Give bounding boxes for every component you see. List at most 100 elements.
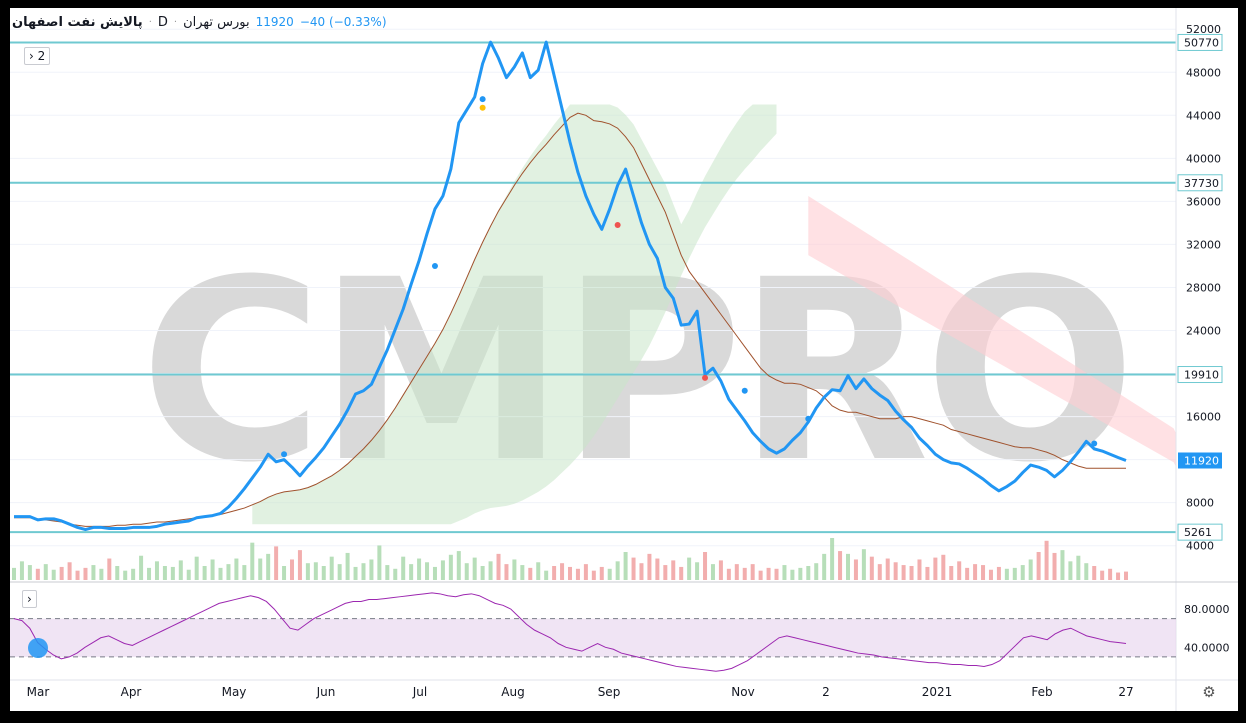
volume-bar	[814, 563, 819, 580]
volume-bar	[361, 563, 366, 580]
rsi-axis-label: 40.0000	[1184, 641, 1230, 654]
volume-bar	[1092, 566, 1097, 580]
cloud-icon	[28, 638, 48, 658]
volume-bar	[178, 560, 183, 580]
volume-bar	[607, 568, 612, 580]
level-price-tag	[1177, 523, 1223, 541]
volume-bar	[385, 565, 390, 580]
settings-gear-icon[interactable]: ⚙	[1202, 683, 1216, 701]
chevron-right-icon: ›	[29, 49, 34, 63]
rsi-collapse-button[interactable]: ›	[22, 590, 37, 608]
volume-bar	[798, 567, 803, 580]
level-price-tag	[1177, 33, 1223, 51]
volume-bar	[488, 561, 493, 580]
volume-bar	[417, 558, 422, 580]
volume-bar	[210, 559, 215, 580]
signal-marker	[741, 387, 748, 394]
signal-marker	[431, 262, 438, 269]
volume-bar	[742, 567, 747, 580]
time-axis-label: 2	[822, 685, 830, 699]
volume-bar	[901, 565, 906, 580]
volume-bar	[822, 553, 827, 580]
indicators-collapse-button[interactable]: › 2	[24, 47, 51, 65]
volume-bar	[1116, 572, 1121, 580]
volume-bar	[282, 566, 287, 580]
volume-bar	[170, 566, 175, 580]
volume-bar	[726, 568, 731, 580]
volume-bar	[552, 566, 557, 580]
level-price-tag-text: 50770	[1184, 36, 1219, 49]
volume-bar	[917, 559, 922, 580]
volume-bar	[941, 554, 946, 580]
symbol-legend[interactable]: پالایش نفت اصفهان · D · بورس تهران 11920…	[12, 12, 387, 32]
volume-bar	[440, 560, 445, 580]
volume-bar	[353, 566, 358, 580]
last-price-tag	[1178, 452, 1222, 469]
time-axis-label: Feb	[1031, 685, 1052, 699]
volume-bar	[949, 566, 954, 580]
volume-bar	[456, 551, 461, 580]
volume-bar	[687, 557, 692, 580]
volume-bar	[965, 567, 970, 580]
time-axis-label: 2021	[922, 685, 953, 699]
time-axis[interactable]: Mar Apr May Jun Jul Aug Sep Nov 2 2021 Feb 27	[27, 685, 1134, 699]
volume-bar	[544, 570, 549, 580]
last-price: 11920	[255, 15, 294, 29]
volume-bar	[12, 567, 16, 580]
symbol-name[interactable]: پالایش نفت اصفهان	[12, 14, 143, 30]
volume-bar	[266, 553, 271, 580]
volume-bar	[1124, 571, 1128, 580]
price-axis-label: 32000	[1186, 238, 1221, 251]
volume-bar	[957, 561, 962, 580]
volume-bar	[107, 558, 112, 580]
volume-bar	[321, 566, 326, 580]
volume-bar	[734, 564, 739, 580]
time-axis-label: Nov	[731, 685, 754, 699]
price-axis-label: 48000	[1186, 66, 1221, 79]
rsi-axis[interactable]: 40.0000 80.0000	[1184, 603, 1230, 654]
volume-bar	[345, 552, 350, 580]
price-axis-label: 28000	[1186, 281, 1221, 294]
volume-bar	[496, 553, 501, 580]
price-axis-tags: 50770 37730 19910 5261 11920	[1177, 33, 1223, 541]
volume-bar	[504, 564, 509, 580]
price-axis-label: 4000	[1186, 540, 1214, 553]
volume-bar	[615, 561, 620, 580]
volume-bar	[337, 564, 342, 580]
level-price-tag	[1177, 174, 1223, 192]
time-axis-label: Jun	[316, 685, 336, 699]
volume-bar	[67, 562, 72, 580]
signal-marker	[702, 374, 709, 381]
volume-bar	[305, 563, 310, 580]
volume-bar	[290, 559, 294, 580]
volume-bar	[480, 566, 485, 580]
volume-bar	[409, 564, 414, 580]
horizontal-levels[interactable]	[10, 41, 1176, 534]
volume-bar	[401, 556, 406, 580]
volume-bar	[242, 565, 247, 580]
volume-bar	[75, 570, 80, 580]
volume-bar	[528, 567, 533, 580]
volume-bar	[631, 557, 636, 580]
volume-bar	[1004, 568, 1009, 580]
volume-bar	[782, 565, 787, 580]
volume-bar	[139, 555, 144, 580]
volume-bar	[766, 567, 771, 580]
rsi-band	[10, 618, 1176, 657]
volume-bar	[59, 566, 64, 580]
rsi-axis-label: 80.0000	[1184, 603, 1230, 616]
volume-bar	[1012, 567, 1017, 580]
timeframe-label[interactable]: D	[157, 14, 168, 30]
time-axis-label: 27	[1118, 685, 1133, 699]
volume-bar	[329, 556, 334, 580]
price-axis[interactable]: 4000800012000160002000024000280003200036…	[1186, 23, 1221, 553]
volume-bar	[853, 559, 858, 580]
cloud-bullish	[252, 104, 777, 525]
volume-bar	[774, 568, 779, 580]
volume-bar	[35, 568, 40, 580]
level-price-tag-text: 37730	[1184, 177, 1219, 190]
volume-bar	[520, 565, 525, 580]
time-axis-label: Apr	[121, 685, 142, 699]
volume-bar	[91, 565, 96, 580]
